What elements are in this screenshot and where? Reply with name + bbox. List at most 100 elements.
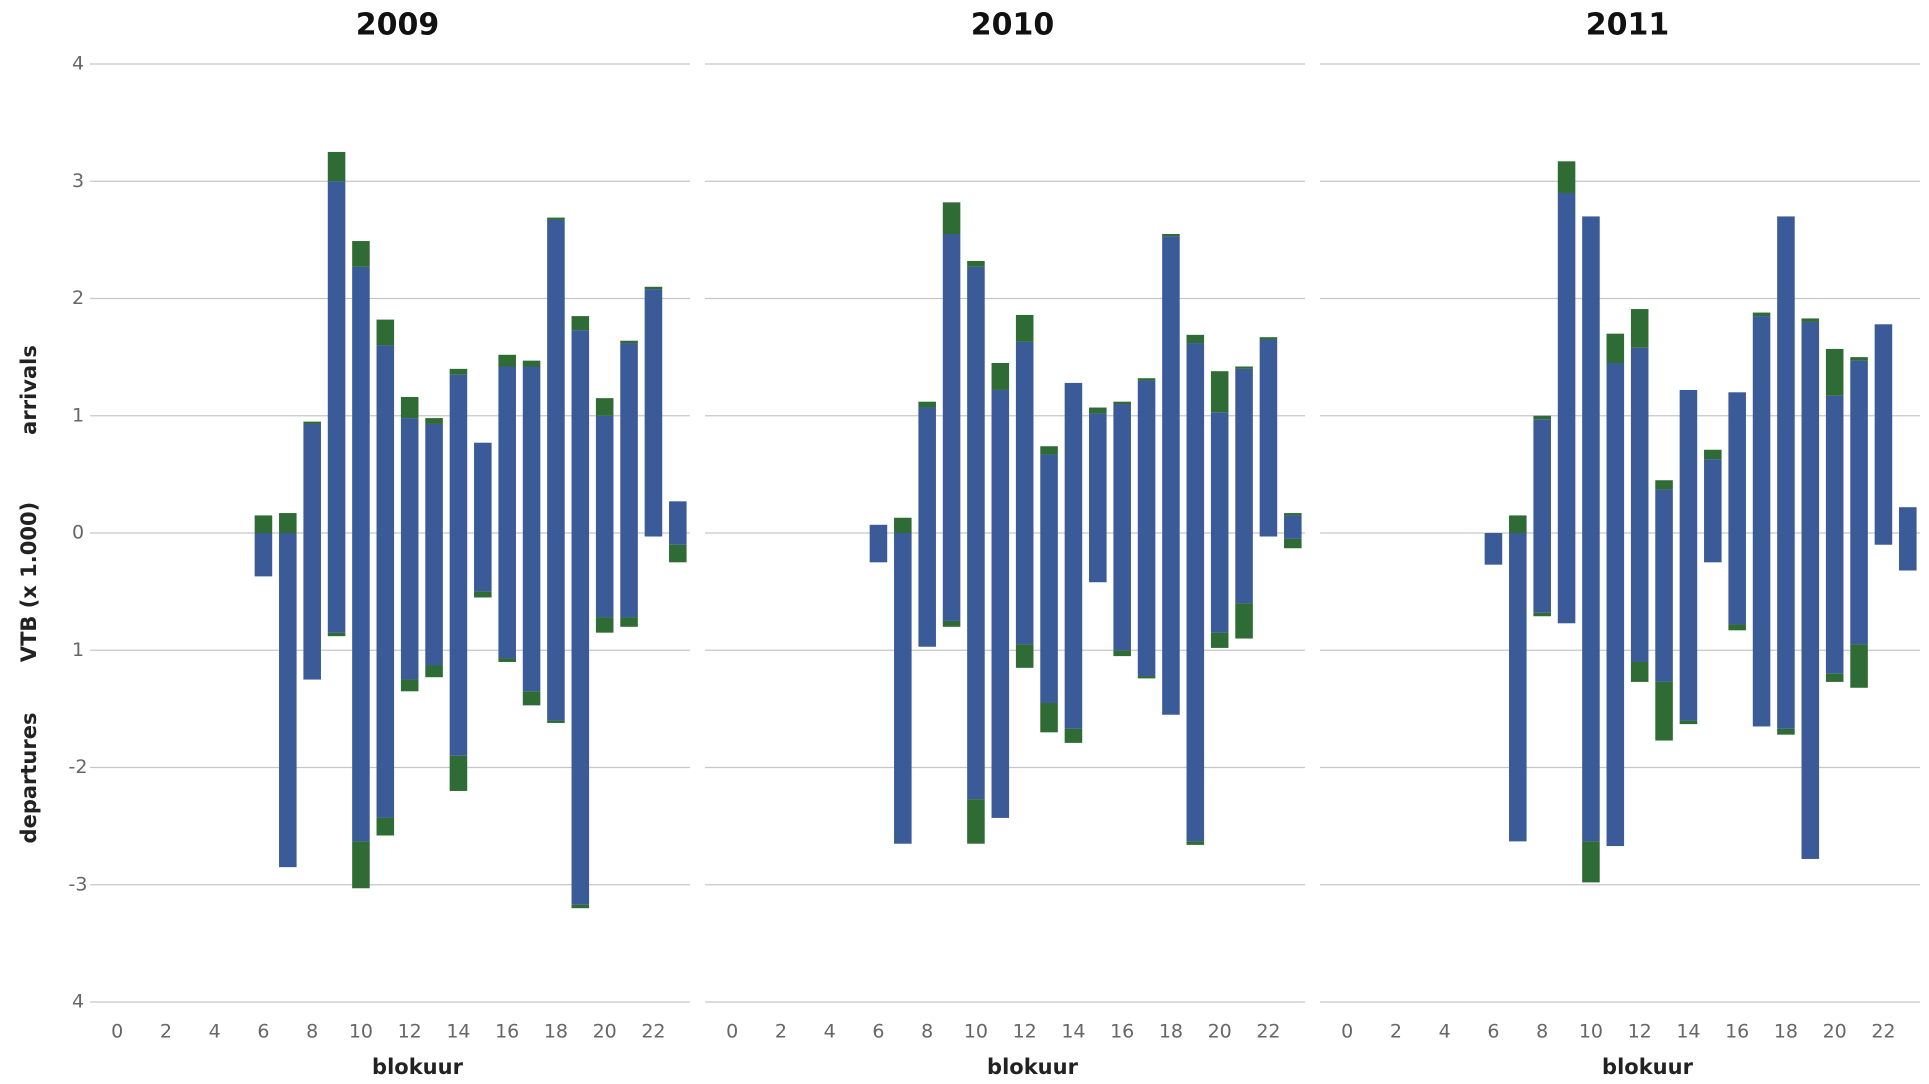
- bar-segment: [1777, 216, 1795, 534]
- bar-segment: [1655, 480, 1673, 490]
- bar-segment: [327, 533, 346, 633]
- bar-segment: [991, 362, 1010, 390]
- bar-segment: [449, 533, 468, 756]
- bar-segment: [1040, 703, 1058, 733]
- bar-segment: [376, 319, 395, 346]
- bar-segment: [942, 234, 961, 533]
- bar-segment: [1679, 720, 1698, 725]
- bar-segment: [1089, 413, 1107, 533]
- bar-segment: [1533, 419, 1551, 533]
- bar-segment: [620, 533, 638, 618]
- bar-segment: [991, 533, 1010, 818]
- x-tick-label: 12: [398, 1021, 422, 1043]
- bar-segment: [400, 533, 419, 680]
- x-tick-label: 18: [1774, 1021, 1798, 1043]
- bar-segment: [869, 524, 888, 533]
- bar-segment: [352, 841, 370, 889]
- y-tick-label: 0: [72, 522, 84, 544]
- x-axis-label: blokuur: [372, 1055, 464, 1079]
- bar-segment: [1606, 533, 1625, 847]
- bar-segment: [498, 354, 516, 367]
- bar-segment: [1606, 362, 1625, 533]
- bar-segment: [1850, 533, 1868, 645]
- bar-segment: [644, 286, 663, 290]
- bar-segment: [1630, 347, 1649, 533]
- bar-segment: [1728, 392, 1746, 533]
- bar-segment: [620, 340, 638, 344]
- panel-title: 2011: [1586, 8, 1670, 43]
- bar-segment: [1899, 533, 1917, 571]
- y-tick-label: 1: [72, 404, 84, 426]
- bar-segment: [1235, 533, 1253, 604]
- bar-segment: [1235, 366, 1253, 369]
- bar-segment: [522, 533, 541, 692]
- bar-segment: [1874, 533, 1893, 545]
- bar-segment: [1728, 533, 1746, 625]
- bar-segment: [1825, 533, 1844, 674]
- bar-segment: [1186, 343, 1205, 533]
- bar-segment: [1284, 515, 1302, 533]
- bar-segment: [1582, 216, 1600, 534]
- bar-segment: [303, 423, 321, 533]
- bar-segment: [498, 658, 516, 662]
- x-tick-label: 20: [1823, 1021, 1847, 1043]
- bar-segment: [425, 423, 443, 533]
- bar-segment: [571, 316, 590, 331]
- bar-segment: [1137, 533, 1156, 677]
- x-tick-label: 18: [544, 1021, 568, 1043]
- bar-segment: [522, 360, 541, 367]
- bar-segment: [1259, 337, 1278, 340]
- bar-segment: [942, 533, 961, 621]
- bar-segment: [547, 720, 565, 723]
- x-tick-label: 0: [726, 1021, 738, 1043]
- bar-segment: [1235, 368, 1253, 533]
- bar-segment: [571, 904, 590, 909]
- x-tick-label: 6: [1487, 1021, 1499, 1043]
- bar-segment: [1801, 533, 1820, 859]
- bar-segment: [595, 398, 614, 416]
- x-tick-label: 16: [1110, 1021, 1134, 1043]
- bar-segment: [1137, 676, 1156, 679]
- x-tick-label: 4: [209, 1021, 221, 1043]
- bar-segment: [1162, 234, 1180, 237]
- bar-segment: [254, 533, 273, 577]
- bar-segment: [967, 799, 985, 844]
- x-tick-label: 20: [593, 1021, 617, 1043]
- bar-segment: [1210, 533, 1229, 633]
- bar-segment: [644, 289, 663, 533]
- x-tick-label: 12: [1628, 1021, 1652, 1043]
- y-axis-label: VTB (x 1.000): [17, 502, 41, 662]
- bar-segment: [1040, 454, 1058, 533]
- bar-segment: [1655, 533, 1673, 682]
- bar-segment: [1509, 515, 1527, 533]
- bar-segment: [1655, 489, 1673, 533]
- bar-segment: [1064, 728, 1083, 743]
- panel-title: 2009: [356, 8, 440, 43]
- bar-segment: [1284, 513, 1302, 516]
- bar-segment: [1630, 533, 1649, 662]
- bar-segment: [1825, 395, 1844, 533]
- bar-segment: [1113, 533, 1131, 651]
- bar-segment: [279, 533, 297, 868]
- bar-segment: [1850, 360, 1868, 533]
- bar-segment: [400, 396, 419, 419]
- bar-segment: [254, 515, 273, 533]
- bar-segment: [1137, 380, 1156, 533]
- bar-segment: [1015, 314, 1034, 342]
- x-tick-label: 4: [824, 1021, 836, 1043]
- bar-segment: [1874, 324, 1893, 533]
- bar-segment: [1113, 401, 1131, 405]
- bar-segment: [869, 533, 888, 563]
- bar-segment: [474, 533, 492, 592]
- bar-segment: [1899, 507, 1917, 533]
- bar-segment: [595, 533, 614, 618]
- y-axis-label-departures: departures: [17, 713, 41, 844]
- x-tick-label: 10: [349, 1021, 373, 1043]
- bar-segment: [1137, 378, 1156, 381]
- bar-segment: [1582, 841, 1600, 883]
- bar-segment: [1284, 533, 1302, 539]
- bar-segment: [376, 817, 395, 836]
- bar-segment: [1679, 389, 1698, 533]
- bar-segment: [1777, 728, 1795, 735]
